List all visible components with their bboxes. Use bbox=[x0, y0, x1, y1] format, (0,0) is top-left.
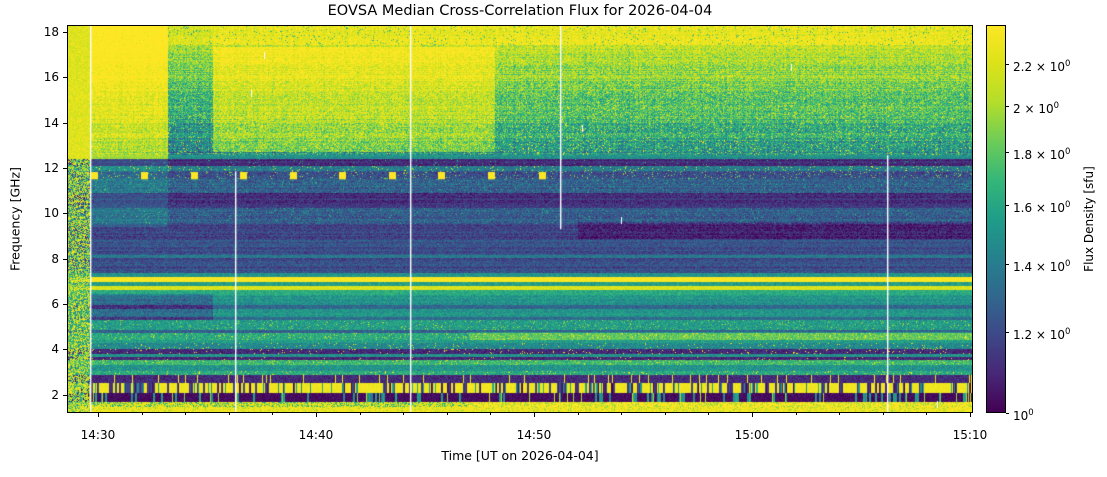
x-axis-label: Time [UT on 2026-04-04] bbox=[441, 448, 599, 463]
heatmap-canvas bbox=[67, 25, 973, 413]
colorbar-tick bbox=[1006, 152, 1009, 154]
x-minor-tick bbox=[141, 413, 143, 415]
colorbar-tick bbox=[1006, 105, 1009, 107]
colorbar-tick bbox=[1006, 413, 1009, 414]
x-tick bbox=[969, 413, 971, 417]
y-tick-label: 2 bbox=[51, 387, 59, 402]
x-minor-tick bbox=[228, 413, 230, 415]
colorbar-gradient-canvas bbox=[986, 25, 1006, 413]
x-tick-label: 14:30 bbox=[80, 428, 116, 442]
x-minor-tick bbox=[795, 413, 797, 415]
colorbar-tick-label: 1.6 × 100 bbox=[1013, 199, 1071, 215]
y-tick bbox=[63, 31, 67, 33]
colorbar-tick-exponent: 0 bbox=[1065, 58, 1071, 69]
x-minor-tick bbox=[490, 413, 492, 415]
colorbar-tick-exponent: 0 bbox=[1028, 408, 1034, 418]
y-tick bbox=[63, 258, 67, 260]
x-minor-tick bbox=[359, 413, 361, 415]
x-minor-tick bbox=[839, 413, 841, 415]
y-axis-label: Frequency [GHz] bbox=[7, 167, 23, 271]
y-tick bbox=[63, 122, 67, 124]
x-minor-tick bbox=[708, 413, 710, 415]
x-minor-tick bbox=[926, 413, 928, 415]
y-tick-label: 8 bbox=[51, 251, 59, 266]
x-tick-label: 14:40 bbox=[298, 428, 334, 442]
colorbar-tick bbox=[1006, 332, 1009, 334]
colorbar-tick-label: 2.2 × 100 bbox=[1013, 58, 1071, 74]
x-tick bbox=[533, 413, 535, 417]
x-tick bbox=[97, 413, 99, 417]
colorbar-tick-label: 1.4 × 100 bbox=[1013, 258, 1071, 274]
colorbar-tick-label: 1.8 × 100 bbox=[1013, 147, 1071, 163]
x-minor-tick bbox=[185, 413, 187, 415]
colorbar-tick-label: 100 bbox=[1013, 408, 1034, 423]
x-minor-tick bbox=[577, 413, 579, 415]
x-minor-tick bbox=[664, 413, 666, 415]
x-tick bbox=[315, 413, 317, 417]
y-tick-label: 6 bbox=[51, 297, 59, 312]
x-tick-label: 14:50 bbox=[516, 428, 552, 442]
colorbar bbox=[986, 25, 1006, 413]
y-tick bbox=[63, 394, 67, 396]
colorbar-tick-exponent: 0 bbox=[1065, 258, 1071, 269]
x-minor-tick bbox=[446, 413, 448, 415]
y-tick bbox=[63, 213, 67, 215]
x-minor-tick bbox=[403, 413, 405, 415]
y-tick-label: 18 bbox=[43, 24, 59, 39]
colorbar-tick-exponent: 0 bbox=[1065, 199, 1071, 210]
x-minor-tick bbox=[882, 413, 884, 415]
colorbar-tick-exponent: 0 bbox=[1053, 100, 1060, 111]
x-minor-tick bbox=[272, 413, 274, 415]
y-tick-label: 10 bbox=[43, 206, 59, 221]
colorbar-tick-label: 1.2 × 100 bbox=[1013, 327, 1071, 343]
x-tick-label: 15:00 bbox=[734, 428, 770, 442]
colorbar-tick-exponent: 0 bbox=[1065, 147, 1071, 158]
y-tick-label: 16 bbox=[43, 70, 59, 85]
colorbar-tick-exponent: 0 bbox=[1065, 327, 1071, 338]
y-tick bbox=[63, 349, 67, 351]
y-tick bbox=[63, 304, 67, 306]
colorbar-tick bbox=[1006, 263, 1009, 265]
colorbar-label: Flux Density [sfu] bbox=[1082, 166, 1096, 272]
y-tick-label: 12 bbox=[43, 160, 59, 175]
colorbar-tick bbox=[1006, 204, 1009, 206]
y-tick bbox=[63, 167, 67, 169]
x-tick bbox=[751, 413, 753, 417]
y-tick-label: 14 bbox=[43, 115, 59, 130]
chart-title: EOVSA Median Cross-Correlation Flux for … bbox=[327, 3, 713, 19]
colorbar-tick-label: 2 × 100 bbox=[1013, 100, 1060, 116]
y-tick bbox=[63, 77, 67, 79]
y-tick-label: 4 bbox=[51, 342, 59, 357]
colorbar-tick bbox=[1006, 63, 1009, 65]
x-minor-tick bbox=[621, 413, 623, 415]
x-tick-label: 15:10 bbox=[952, 428, 988, 442]
plot-area bbox=[67, 25, 973, 413]
